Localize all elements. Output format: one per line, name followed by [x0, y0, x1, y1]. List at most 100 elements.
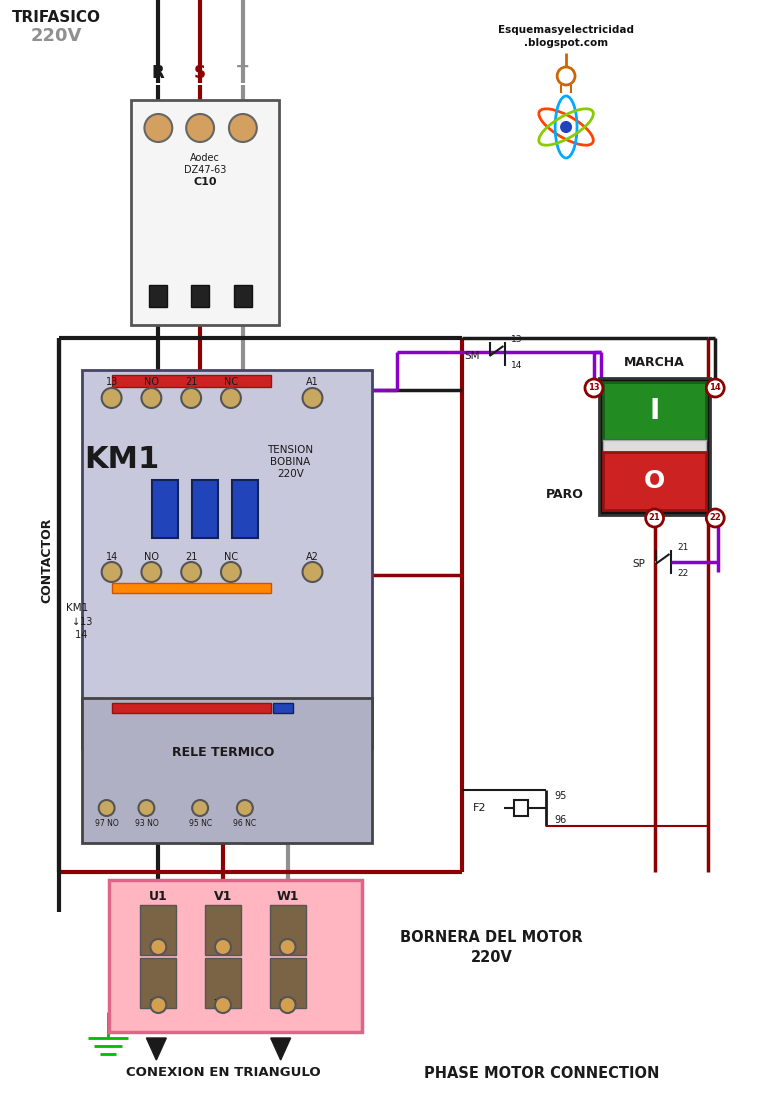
Circle shape: [102, 562, 122, 582]
Bar: [270, 958, 306, 1008]
Text: PARO: PARO: [546, 488, 584, 501]
Circle shape: [221, 562, 241, 582]
Bar: [82, 370, 372, 747]
Text: 220V: 220V: [30, 27, 81, 45]
Circle shape: [561, 122, 571, 132]
Circle shape: [141, 562, 161, 582]
Text: 21: 21: [185, 377, 198, 387]
Text: 21: 21: [185, 552, 198, 562]
Bar: [112, 375, 271, 387]
Text: 13: 13: [511, 336, 523, 345]
Bar: [270, 905, 306, 955]
Bar: [192, 285, 209, 307]
Text: Z2: Z2: [150, 998, 167, 1011]
Text: SP: SP: [633, 559, 646, 569]
Circle shape: [181, 562, 201, 582]
Text: PHASE MOTOR CONNECTION: PHASE MOTOR CONNECTION: [423, 1066, 659, 1080]
Text: 22: 22: [709, 513, 721, 522]
Text: R: R: [152, 64, 165, 82]
Text: TRIFASICO: TRIFASICO: [11, 10, 100, 26]
Text: NC: NC: [224, 552, 238, 562]
Text: CONTACTOR: CONTACTOR: [40, 517, 53, 602]
Text: X2: X2: [214, 998, 232, 1011]
Circle shape: [302, 562, 322, 582]
Text: RELE TERMICO: RELE TERMICO: [172, 745, 274, 759]
Text: Esquemasyelectricidad: Esquemasyelectricidad: [498, 26, 634, 35]
Bar: [141, 958, 176, 1008]
Text: KM1: KM1: [66, 603, 88, 613]
Text: 13: 13: [588, 384, 600, 393]
Circle shape: [138, 800, 154, 816]
Text: 96: 96: [554, 815, 566, 825]
Circle shape: [215, 939, 231, 955]
Bar: [152, 480, 179, 538]
Text: CONEXION EN TRIANGULO: CONEXION EN TRIANGULO: [125, 1067, 320, 1079]
Text: 14: 14: [709, 384, 721, 393]
Text: NC: NC: [224, 377, 238, 387]
Bar: [599, 378, 711, 515]
Text: KM1: KM1: [84, 446, 159, 475]
Bar: [141, 905, 176, 955]
Bar: [82, 698, 372, 843]
Circle shape: [646, 509, 663, 527]
Text: T: T: [237, 64, 249, 82]
Text: Y2: Y2: [279, 998, 296, 1011]
Text: 13: 13: [106, 377, 118, 387]
Text: ↓13: ↓13: [72, 617, 92, 627]
Text: NO: NO: [144, 552, 159, 562]
Bar: [515, 800, 528, 816]
Text: A2: A2: [306, 552, 319, 562]
Circle shape: [215, 997, 231, 1013]
Text: DZ47-63: DZ47-63: [184, 165, 226, 175]
Circle shape: [237, 800, 253, 816]
Bar: [603, 452, 706, 510]
Text: A1: A1: [306, 377, 319, 387]
Text: 21: 21: [649, 513, 660, 522]
Text: 14: 14: [511, 362, 523, 370]
Text: V1: V1: [214, 891, 232, 904]
Text: TENSION
BOBINA
220V: TENSION BOBINA 220V: [268, 446, 314, 479]
Circle shape: [102, 388, 122, 408]
Bar: [192, 480, 218, 538]
Text: NO: NO: [144, 377, 159, 387]
Text: 96 NC: 96 NC: [233, 818, 256, 827]
Bar: [234, 285, 252, 307]
Bar: [603, 381, 706, 440]
Bar: [112, 703, 271, 713]
Circle shape: [229, 114, 257, 142]
Text: O: O: [644, 469, 665, 494]
Text: 93 NO: 93 NO: [135, 818, 158, 827]
Bar: [109, 881, 363, 1032]
Text: MARCHA: MARCHA: [624, 356, 685, 369]
Circle shape: [150, 997, 166, 1013]
Polygon shape: [147, 1038, 166, 1060]
Text: 14: 14: [72, 630, 87, 640]
Text: C10: C10: [193, 177, 217, 187]
Text: 95 NC: 95 NC: [188, 818, 212, 827]
Bar: [273, 703, 293, 713]
Circle shape: [99, 800, 115, 816]
Text: I: I: [650, 397, 660, 425]
Circle shape: [144, 114, 173, 142]
Bar: [112, 583, 271, 593]
Text: 21: 21: [677, 543, 689, 552]
Polygon shape: [271, 1038, 290, 1060]
Bar: [205, 958, 241, 1008]
Bar: [131, 100, 279, 325]
Circle shape: [280, 997, 296, 1013]
Circle shape: [186, 114, 214, 142]
Text: Aodec: Aodec: [190, 153, 220, 163]
Circle shape: [706, 379, 724, 397]
Bar: [59, 338, 461, 872]
Bar: [603, 440, 706, 452]
Text: 95: 95: [554, 791, 566, 801]
Text: .blogspot.com: .blogspot.com: [524, 38, 608, 48]
Text: W1: W1: [277, 891, 299, 904]
Bar: [205, 905, 241, 955]
Text: SM: SM: [464, 352, 480, 362]
Text: 97 NO: 97 NO: [95, 818, 119, 827]
Text: BORNERA DEL MOTOR: BORNERA DEL MOTOR: [401, 930, 583, 946]
Circle shape: [150, 939, 166, 955]
Circle shape: [585, 379, 603, 397]
Circle shape: [221, 388, 241, 408]
